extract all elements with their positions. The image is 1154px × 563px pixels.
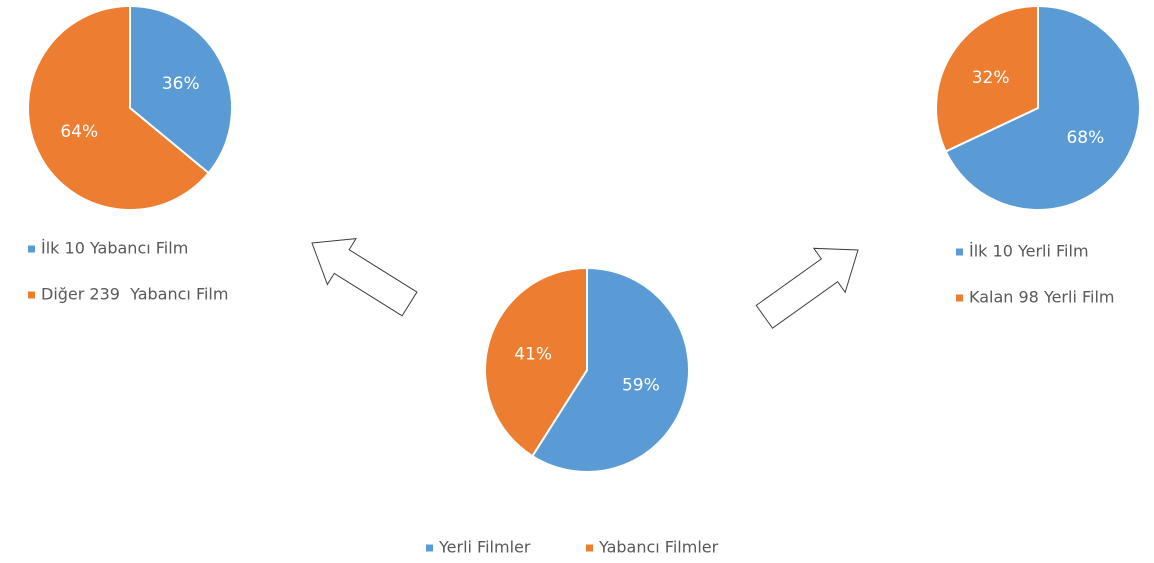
pie-slice	[944, 4, 1141, 211]
legend-label: Yerli Filmler	[438, 538, 531, 557]
data-label: 68%	[1066, 128, 1104, 148]
legend-swatch	[28, 245, 35, 253]
legend-swatch	[28, 291, 35, 299]
legend-swatch	[426, 544, 433, 552]
arrow	[311, 238, 418, 317]
pie-slice	[27, 4, 211, 211]
data-label: 41%	[514, 344, 552, 364]
legend-label: Kalan 98 Yerli Film	[969, 288, 1115, 307]
pie-slice	[530, 266, 690, 473]
legend-swatch	[956, 248, 963, 256]
legend-label: Diğer 239 Yabancı Film	[41, 285, 228, 304]
data-label: 36%	[162, 74, 200, 94]
data-label: 59%	[622, 376, 660, 396]
legend-label: Yabancı Filmler	[598, 538, 719, 557]
pie-slice	[129, 4, 233, 175]
data-label: 32%	[972, 68, 1010, 88]
legend-label: İlk 10 Yabancı Film	[41, 239, 188, 258]
pie-slice	[935, 4, 1039, 153]
legend-swatch	[956, 294, 963, 302]
data-label: 64%	[60, 122, 98, 142]
legend-swatch	[586, 544, 593, 552]
legend-label: İlk 10 Yerli Film	[969, 242, 1089, 261]
arrow	[755, 247, 859, 329]
pie-slice	[484, 266, 588, 458]
